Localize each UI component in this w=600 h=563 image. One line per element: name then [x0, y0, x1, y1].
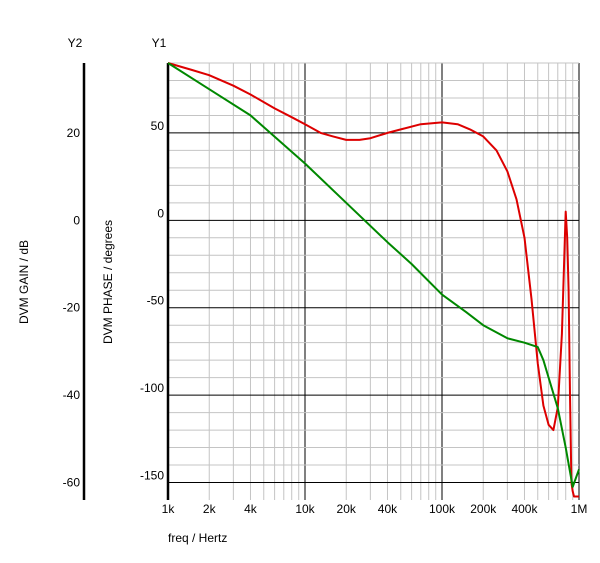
x-tick-label: 1M — [571, 502, 588, 516]
y1-axis-label: DVM PHASE / degrees — [101, 220, 115, 344]
y1-tick-label: -100 — [140, 381, 164, 395]
y2-tick-label: -40 — [63, 388, 81, 402]
y2-tick-label: 0 — [73, 213, 80, 227]
y1-tick-label: -50 — [147, 294, 165, 308]
x-tick-label: 2k — [203, 502, 217, 516]
y2-tick-label: -60 — [63, 476, 81, 490]
x-tick-label: 200k — [470, 502, 497, 516]
x-tick-label: 400k — [511, 502, 538, 516]
y1-tick-label: 0 — [157, 206, 164, 220]
y2-axis-label: DVM GAIN / dB — [17, 240, 31, 324]
grid — [167, 62, 580, 500]
y1-axis-name: Y1 — [152, 36, 167, 50]
x-axis-label: freq / Hertz — [168, 531, 227, 545]
y2-tick-label: -20 — [63, 301, 81, 315]
x-tick-label: 40k — [378, 502, 398, 516]
x-tick-label: 10k — [295, 502, 315, 516]
x-tick-label: 1k — [162, 502, 176, 516]
y1-tick-label: 50 — [151, 119, 165, 133]
y2-axis-name: Y2 — [68, 36, 83, 50]
x-tick-label: 100k — [429, 502, 456, 516]
y2-tick-labels: 20 0 -20 -40 -60 — [63, 126, 81, 490]
y2-tick-label: 20 — [67, 126, 81, 140]
x-tick-label: 4k — [244, 502, 258, 516]
phase-curve — [167, 62, 579, 498]
x-tick-labels: 1k 2k 4k 10k 20k 40k 100k 200k 400k 1M — [162, 502, 588, 516]
gain-curve — [167, 62, 580, 488]
y1-tick-labels: 50 0 -50 -100 -150 — [140, 119, 164, 483]
x-tick-label: 20k — [337, 502, 357, 516]
y1-tick-label: -150 — [140, 469, 164, 483]
curves — [167, 62, 580, 498]
